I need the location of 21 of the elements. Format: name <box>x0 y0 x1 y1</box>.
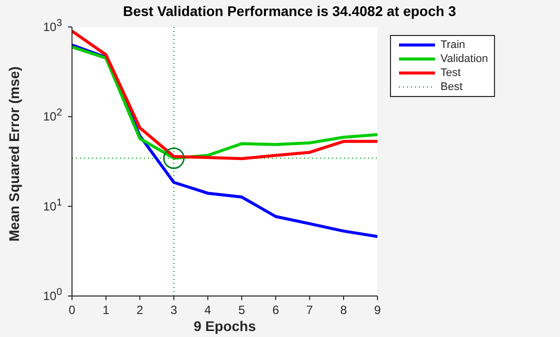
x-tick-label: 6 <box>272 303 280 317</box>
y-tick-label: 10$^{0}$ <box>43 286 62 303</box>
x-tick-label: 1 <box>102 303 110 317</box>
legend-label: Test <box>440 67 461 79</box>
x-tick-label: 0 <box>68 303 76 317</box>
legend-label: Validation <box>440 53 488 65</box>
legend-label: Best <box>440 81 463 93</box>
y-tick-label: 10$^{2}$ <box>43 107 62 124</box>
x-tick-label: 7 <box>306 303 314 317</box>
x-axis-title: 9 Epochs <box>194 318 256 334</box>
x-tick-label: 2 <box>136 303 144 317</box>
y-tick-label: 10$^{1}$ <box>43 196 62 214</box>
x-tick-label: 4 <box>204 303 212 317</box>
y-tick-label: 10$^{3}$ <box>43 18 62 34</box>
chart-title: Best Validation Performance is 34.4082 at epoch 3 <box>122 3 458 19</box>
legend-label: Train <box>440 39 466 51</box>
y-axis-title: Mean Squared Error (mse) <box>6 66 22 242</box>
x-tick-label: 9 <box>374 303 382 317</box>
x-tick-label: 8 <box>340 303 348 317</box>
x-tick-label: 5 <box>238 303 246 317</box>
x-tick-label: 3 <box>170 303 178 317</box>
